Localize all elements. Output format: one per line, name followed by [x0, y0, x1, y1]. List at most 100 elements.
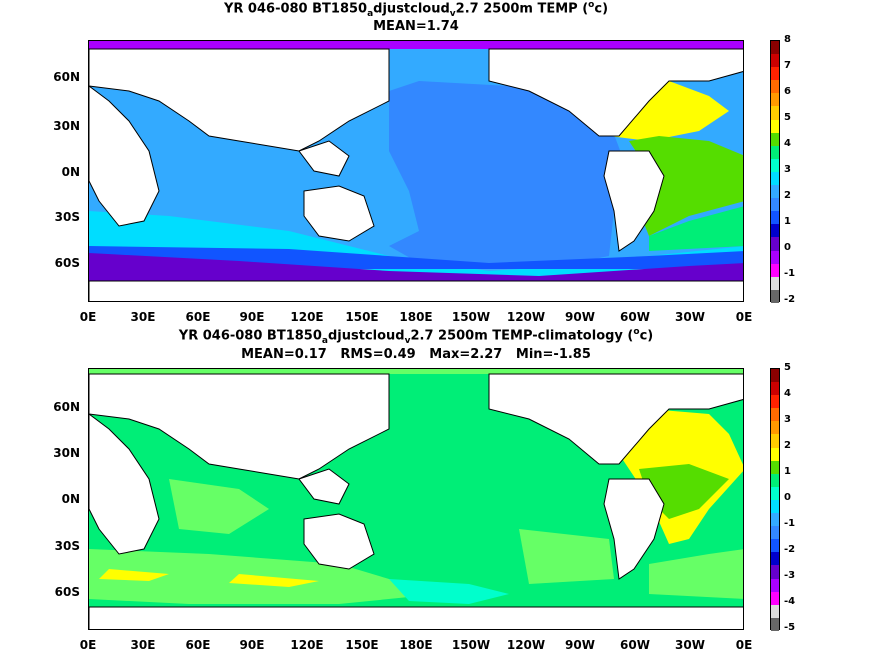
- colorbar-label: -2: [784, 294, 796, 305]
- panel1-map-svg: [89, 41, 743, 301]
- colorbar-segment: [771, 369, 779, 383]
- colorbar-segment: [771, 67, 779, 81]
- colorbar-segment: [771, 54, 779, 68]
- panel1-lon-0e-a: 0E: [79, 310, 97, 324]
- panel2-lon-120e: 120E: [290, 638, 324, 652]
- colorbar-segment: [771, 473, 779, 487]
- colorbar-label: 2: [784, 190, 791, 201]
- colorbar-segment: [771, 41, 779, 55]
- colorbar-segment: [771, 513, 779, 527]
- panel2-indian-light: [169, 479, 269, 534]
- colorbar-segment: [771, 289, 779, 303]
- panel1-lon-60e: 60E: [185, 310, 211, 324]
- colorbar-segment: [771, 237, 779, 251]
- panel1-antarctic-purple: [89, 253, 743, 281]
- colorbar-label: 1: [784, 466, 791, 477]
- panel1-lon-30w: 30W: [675, 310, 705, 324]
- panel1-lat-60s: 60S: [54, 256, 80, 270]
- colorbar-label: 5: [784, 112, 791, 123]
- panel2-title-mid: djustcloud: [327, 328, 405, 344]
- colorbar-segment: [771, 565, 779, 579]
- panel1-lon-120w: 120W: [506, 310, 546, 324]
- panel2-title-sup: o: [633, 327, 640, 337]
- colorbar-segment: [771, 106, 779, 120]
- panel2-title-sub1: a: [321, 335, 328, 346]
- colorbar-segment: [771, 578, 779, 592]
- panel2-pacific-light: [519, 529, 614, 584]
- colorbar-label: 4: [784, 138, 791, 149]
- panel1-lon-90e: 90E: [239, 310, 265, 324]
- colorbar-label: 1: [784, 216, 791, 227]
- panel1-title: YR 046-080 BT1850adjustcloudv2.7 2500m T…: [88, 0, 744, 19]
- colorbar-segment: [771, 132, 779, 146]
- panel1-lat-0n: 0N: [61, 165, 80, 179]
- colorbar-label: -3: [784, 570, 796, 581]
- colorbar-segment: [771, 591, 779, 605]
- colorbar-segment: [771, 263, 779, 277]
- panel2-stats: MEAN=0.17 RMS=0.49 Max=2.27 Min=-1.85: [241, 347, 591, 362]
- panel1-atlantic-south: [649, 206, 743, 251]
- colorbar-segment: [771, 119, 779, 133]
- colorbar-segment: [771, 408, 779, 422]
- panel1-title-sub2: v: [449, 8, 456, 19]
- panel1-title-post: 2.7 2500m TEMP (: [455, 1, 589, 17]
- panel1-title-end: c): [594, 1, 609, 17]
- colorbar-segment: [771, 499, 779, 514]
- panel2-title-post: 2.7 2500m TEMP-climatology (: [410, 328, 634, 344]
- colorbar-label: 2: [784, 440, 791, 451]
- colorbar-label: 6: [784, 86, 791, 97]
- panel1-land-south-america: [603, 150, 665, 252]
- colorbar-label: -1: [784, 268, 796, 279]
- colorbar-segment: [771, 145, 779, 159]
- panel2-title-end: c): [639, 328, 654, 344]
- colorbar-segment: [771, 224, 779, 238]
- colorbar-label: 3: [784, 414, 791, 425]
- colorbar-segment: [771, 382, 779, 396]
- colorbar-segment: [771, 158, 779, 172]
- colorbar-segment: [771, 80, 779, 94]
- colorbar-segment: [771, 185, 779, 199]
- panel2-lat-30s: 30S: [54, 539, 80, 553]
- panel1-lat-60n: 60N: [53, 70, 80, 84]
- panel2-lon-0e-a: 0E: [79, 638, 97, 652]
- panel2-arctic-strip: [89, 369, 743, 374]
- panel1-land-eurasia: [89, 48, 390, 152]
- colorbar-segment: [771, 171, 779, 186]
- colorbar-segment: [771, 276, 779, 290]
- colorbar-segment: [771, 250, 779, 264]
- panel2-lon-60w: 60W: [620, 638, 650, 652]
- panel1-title-mid: djustcloud: [373, 1, 450, 17]
- panel1-lon-0e-b: 0E: [735, 310, 753, 324]
- panel1-lat-30n: 30N: [53, 119, 80, 133]
- panel2-lon-90e: 90E: [239, 638, 265, 652]
- panel2-lon-150w: 150W: [451, 638, 491, 652]
- colorbar-label: 3: [784, 164, 791, 175]
- colorbar-label: -5: [784, 622, 796, 633]
- colorbar-segment: [771, 617, 779, 631]
- panel2-title-pre: YR 046-080 BT1850: [178, 328, 322, 344]
- colorbar-label: 0: [784, 242, 791, 253]
- panel2-land-australia: [303, 513, 375, 570]
- panel2-lon-0e-b: 0E: [735, 638, 753, 652]
- panel2-land-se-asia: [298, 468, 350, 505]
- panel1-arctic-strip: [89, 41, 743, 49]
- panel2-lat-0n: 0N: [61, 492, 80, 506]
- colorbar-segment: [771, 447, 779, 461]
- colorbar-segment: [771, 460, 779, 474]
- panel2-colorbar: [770, 368, 780, 631]
- colorbar-segment: [771, 211, 779, 225]
- panel2-southern-yellow2: [229, 574, 319, 587]
- panel2-map: [88, 368, 744, 630]
- panel1-colorbar: [770, 40, 780, 303]
- panel1-lon-150e: 150E: [345, 310, 379, 324]
- panel1-stats: MEAN=1.74: [373, 19, 459, 34]
- panel2-southern-yellow: [99, 569, 169, 581]
- colorbar-label: 4: [784, 388, 791, 399]
- panel1-title-pre: YR 046-080 BT1850: [223, 1, 368, 17]
- panel1-lon-120e: 120E: [290, 310, 324, 324]
- panel1-lon-30e: 30E: [130, 310, 156, 324]
- colorbar-label: 0: [784, 492, 791, 503]
- panel2-lat-60n: 60N: [53, 400, 80, 414]
- colorbar-segment: [771, 198, 779, 212]
- panel1-map: [88, 40, 744, 302]
